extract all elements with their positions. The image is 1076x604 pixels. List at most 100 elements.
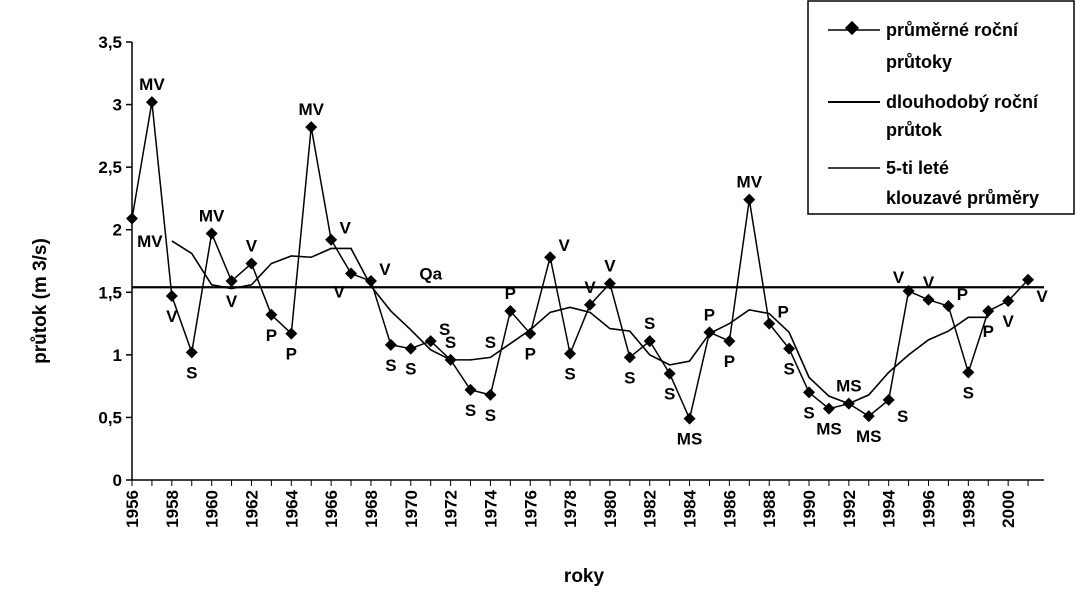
data-point-marker [723,335,736,348]
x-tick-label: 1982 [641,490,660,528]
data-point-marker [603,277,616,290]
x-tick-label: 1994 [880,489,899,527]
y-tick-label: 2,5 [98,158,122,177]
point-label: S [664,385,675,404]
point-label: S [564,365,575,384]
data-point-marker [185,346,198,359]
data-point-marker [384,338,397,351]
data-point-marker [424,335,437,348]
data-point-marker [783,342,796,355]
point-label: P [704,305,715,324]
y-tick-label: 3,5 [98,33,122,52]
x-tick-label: 1960 [203,490,222,528]
constant-line-label: Qa [419,264,442,283]
point-label: MV [139,75,165,94]
point-label: MV [298,100,324,119]
point-label: P [778,303,789,322]
y-axis-title: průtok (m 3/s) [30,238,51,364]
point-label: S [385,356,396,375]
x-tick-label: 1980 [601,490,620,528]
data-point-marker [803,386,816,399]
y-tick-label: 1 [113,346,122,365]
data-point-marker [902,285,915,298]
data-point-marker [245,257,258,270]
data-point-marker [145,96,158,109]
point-label: S [783,360,794,379]
x-tick-label: 1978 [561,490,580,528]
point-label: V [558,236,570,255]
y-tick-label: 1,5 [98,283,122,302]
data-point-marker [444,353,457,366]
point-label: P [957,285,968,304]
x-tick-label: 1990 [800,490,819,528]
data-point-marker [484,388,497,401]
data-point-marker [942,300,955,313]
data-point-marker [524,327,537,340]
point-label: S [897,407,908,426]
data-point-marker [464,383,477,396]
data-point-marker [862,410,875,423]
point-label: MS [816,420,842,439]
x-tick-label: 1972 [442,490,461,528]
point-label: MS [836,377,862,396]
point-label: V [166,307,178,326]
point-label: V [604,257,616,276]
point-label: V [246,237,258,256]
point-label: V [339,219,351,238]
point-label: P [505,284,516,303]
legend-marker-series-1 [844,20,860,36]
point-label: V [1002,312,1014,331]
data-point-marker [126,212,138,225]
data-point-marker [544,251,557,264]
data-point-marker [982,305,995,318]
x-tick-label: 1988 [760,490,779,528]
point-label: P [286,345,297,364]
data-point-marker [882,393,895,406]
legend-label-series-1-line1: průměrné roční [886,20,1019,40]
y-tick-label: 0 [113,471,122,490]
data-point-marker [345,267,358,280]
point-label: V [893,268,905,287]
legend-label-series-3-line2: klouzavé průměry [886,188,1039,208]
point-label: MS [677,430,703,449]
point-label: P [724,352,735,371]
point-label: MV [137,232,163,251]
point-label: P [983,322,994,341]
legend-label-series-2-line2: průtok [886,120,943,140]
legend-label-series-3-line1: 5-ti leté [886,158,949,178]
point-label: S [485,333,496,352]
legend-box [807,0,1075,215]
point-label: P [525,345,536,364]
data-point-marker [822,402,835,415]
data-point-marker [683,412,696,425]
x-tick-label: 1964 [282,489,301,527]
data-point-marker [265,308,278,321]
point-label: V [923,273,935,292]
data-point-marker [842,397,855,410]
y-tick-label: 3 [113,96,122,115]
point-label: S [465,401,476,420]
point-label: V [379,260,391,279]
data-point-marker [962,366,975,379]
data-point-marker [743,193,756,206]
x-tick-label: 1958 [163,490,182,528]
point-label: S [405,360,416,379]
y-tick-label: 0,5 [98,408,122,427]
data-point-marker [623,351,636,364]
data-point-marker [583,298,596,311]
data-point-marker [564,347,577,360]
x-tick-label: 1992 [840,490,859,528]
data-point-marker [1022,273,1035,286]
data-point-marker [643,335,656,348]
point-label: S [624,368,635,387]
legend-label-series-2-line1: dlouhodobý roční [886,92,1039,112]
point-label: V [226,292,238,311]
data-point-marker [1002,295,1015,308]
point-label: S [803,403,814,422]
point-label: S [644,314,655,333]
x-axis-title: roky [564,566,605,587]
point-label: MV [737,173,763,192]
legend-label-series-1-line2: průtoky [886,52,952,72]
